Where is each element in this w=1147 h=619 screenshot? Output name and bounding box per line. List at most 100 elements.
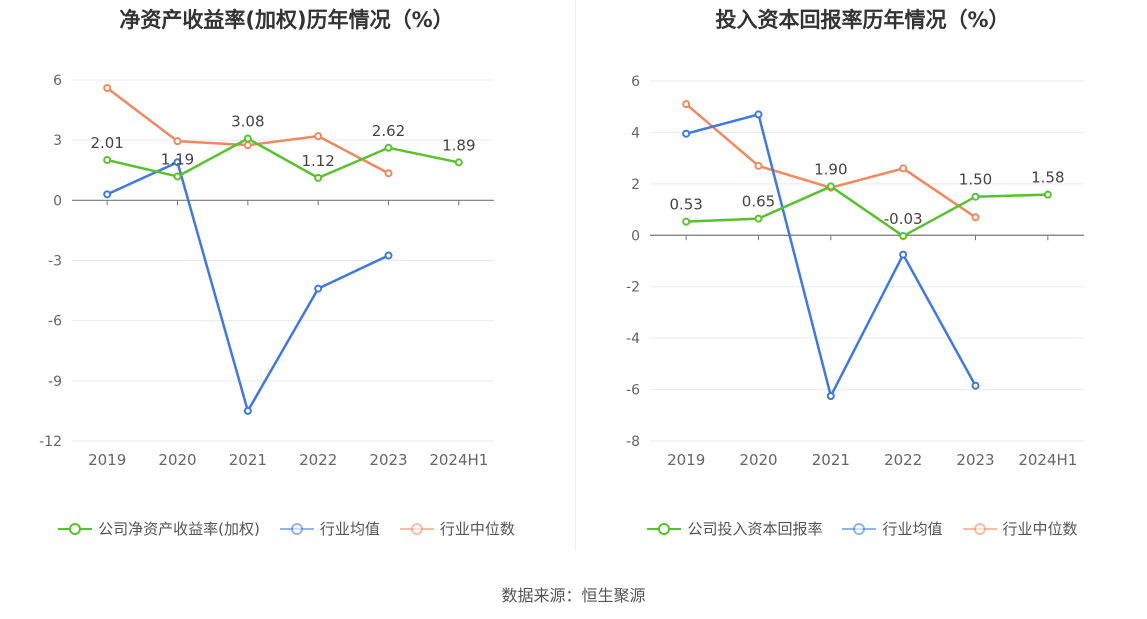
x-tick-label: 2021: [812, 451, 850, 469]
data-label: 1.90: [814, 160, 847, 178]
series-line-median: [106, 87, 390, 175]
data-point-median: [103, 84, 112, 93]
data-point-company: [682, 217, 691, 226]
roic-line-chart: 6 4 2 0 -2 -4 -6 -8 2019 2020 2021 2022 2023 2024H1 0.…: [626, 74, 1084, 469]
y-tick-label: -4: [626, 331, 640, 347]
y-tick-label: 4: [631, 125, 640, 141]
data-source-note: 数据来源：恒生聚源: [501, 586, 646, 605]
legend-label: 行业中位数: [1002, 520, 1078, 538]
legend-label: 行业均值: [319, 520, 380, 538]
data-point-company: [243, 134, 252, 143]
data-point-company: [754, 214, 763, 223]
data-point-median: [682, 100, 691, 109]
data-point-median: [384, 169, 393, 178]
x-tick-label: 2023: [369, 451, 407, 469]
legend-median-marker-icon: [399, 522, 434, 535]
data-point-avg: [971, 381, 980, 390]
legend-item-median[interactable]: 行业中位数: [399, 518, 515, 539]
data-point-avg: [314, 284, 323, 293]
data-label: 0.53: [669, 196, 702, 214]
series-line-company: [686, 185, 1048, 238]
data-point-avg: [103, 190, 112, 199]
x-tick-label: 2023: [956, 451, 994, 469]
roic-chart-panel: 投入资本回报率历年情况（%） 6 4 2 0 -2 -4 -6 -8 2019 2020 2021 2…: [576, 0, 1147, 560]
legend-item-company[interactable]: 公司净资产收益率(加权): [58, 518, 260, 539]
x-tick-label: 2019: [88, 451, 126, 469]
data-point-company: [103, 156, 112, 165]
data-label: 1.19: [161, 150, 194, 168]
roe-chart-panel: 净资产收益率(加权)历年情况（%） 6 3 0 -3 -6 -9 -12 2019 2020 20…: [0, 0, 573, 560]
legend-company-marker-icon: [647, 522, 682, 535]
y-tick-label: -8: [626, 434, 640, 450]
x-tick-label: 2022: [299, 451, 337, 469]
data-point-company: [971, 192, 980, 201]
data-label: 1.50: [959, 171, 992, 189]
x-tick-label: 2020: [158, 451, 196, 469]
data-point-company: [899, 232, 908, 241]
x-tick-label: 2021: [229, 451, 267, 469]
y-tick-label: -6: [626, 383, 640, 399]
data-point-avg: [899, 250, 908, 259]
legend-label: 公司净资产收益率(加权): [98, 520, 260, 538]
x-tick-label: 2020: [739, 451, 777, 469]
x-tick-label: 2019: [667, 451, 705, 469]
legend-label: 行业中位数: [439, 520, 515, 538]
data-label: 3.08: [231, 113, 264, 131]
data-point-company: [314, 173, 323, 182]
data-point-company: [173, 172, 182, 181]
data-point-median: [173, 137, 182, 146]
data-label: -0.03: [884, 210, 923, 228]
chart-legend: 公司投入资本回报率 行业均值 行业中位数: [576, 518, 1147, 539]
chart-title: 投入资本回报率历年情况（%）: [715, 8, 1010, 32]
legend-item-company[interactable]: 公司投入资本回报率: [647, 518, 822, 539]
legend-item-average[interactable]: 行业均值: [279, 518, 380, 539]
x-tick-label: 2024H1: [1018, 451, 1077, 469]
data-point-median: [899, 164, 908, 173]
y-tick-label: 3: [53, 133, 62, 149]
series-line-avg: [685, 113, 977, 398]
legend-label: 公司投入资本回报率: [687, 520, 823, 538]
data-point-avg: [384, 251, 393, 260]
y-tick-label: 2: [631, 177, 640, 193]
y-tick-label: -12: [39, 434, 62, 450]
data-point-median: [754, 161, 763, 170]
data-point-company: [1043, 190, 1052, 199]
y-tick-label: 6: [631, 74, 640, 90]
legend-label: 行业均值: [882, 520, 943, 538]
roe-line-chart: 6 3 0 -3 -6 -9 -12 2019 2020 2021 2022 2023 2024H1 2.…: [39, 73, 494, 469]
data-label: 1.89: [442, 136, 475, 154]
data-point-avg: [826, 392, 835, 400]
y-tick-label: -9: [48, 374, 62, 390]
x-tick-label: 2022: [884, 451, 922, 469]
legend-item-median[interactable]: 行业中位数: [962, 518, 1078, 539]
data-point-median: [243, 141, 252, 150]
data-point-company: [454, 158, 463, 167]
data-point-median: [971, 213, 980, 222]
legend-median-marker-icon: [962, 522, 997, 535]
data-point-avg: [173, 158, 182, 167]
data-label: 2.62: [372, 122, 405, 140]
panel-divider: [575, 0, 576, 550]
legend-average-marker-icon: [279, 522, 314, 535]
y-tick-label: -3: [48, 254, 62, 270]
legend-company-marker-icon: [58, 522, 93, 535]
series-line-company: [106, 137, 460, 180]
data-point-company: [826, 182, 835, 191]
data-point-median: [314, 132, 323, 141]
y-tick-label: 6: [53, 73, 62, 89]
legend-item-average[interactable]: 行业均值: [842, 518, 943, 539]
y-tick-label: 0: [631, 228, 640, 244]
y-tick-label: 0: [53, 193, 62, 209]
chart-title: 净资产收益率(加权)历年情况（%）: [119, 8, 454, 32]
data-label: 1.58: [1031, 169, 1064, 187]
data-label: 1.12: [301, 152, 334, 170]
data-label: 0.65: [742, 193, 775, 211]
data-point-avg: [682, 129, 691, 138]
data-point-company: [384, 143, 393, 152]
y-tick-label: -2: [626, 280, 640, 296]
x-tick-label: 2024H1: [429, 451, 488, 469]
y-tick-label: -6: [48, 314, 62, 330]
series-line-avg: [106, 160, 390, 413]
data-point-avg: [243, 406, 252, 415]
data-point-avg: [754, 110, 763, 119]
